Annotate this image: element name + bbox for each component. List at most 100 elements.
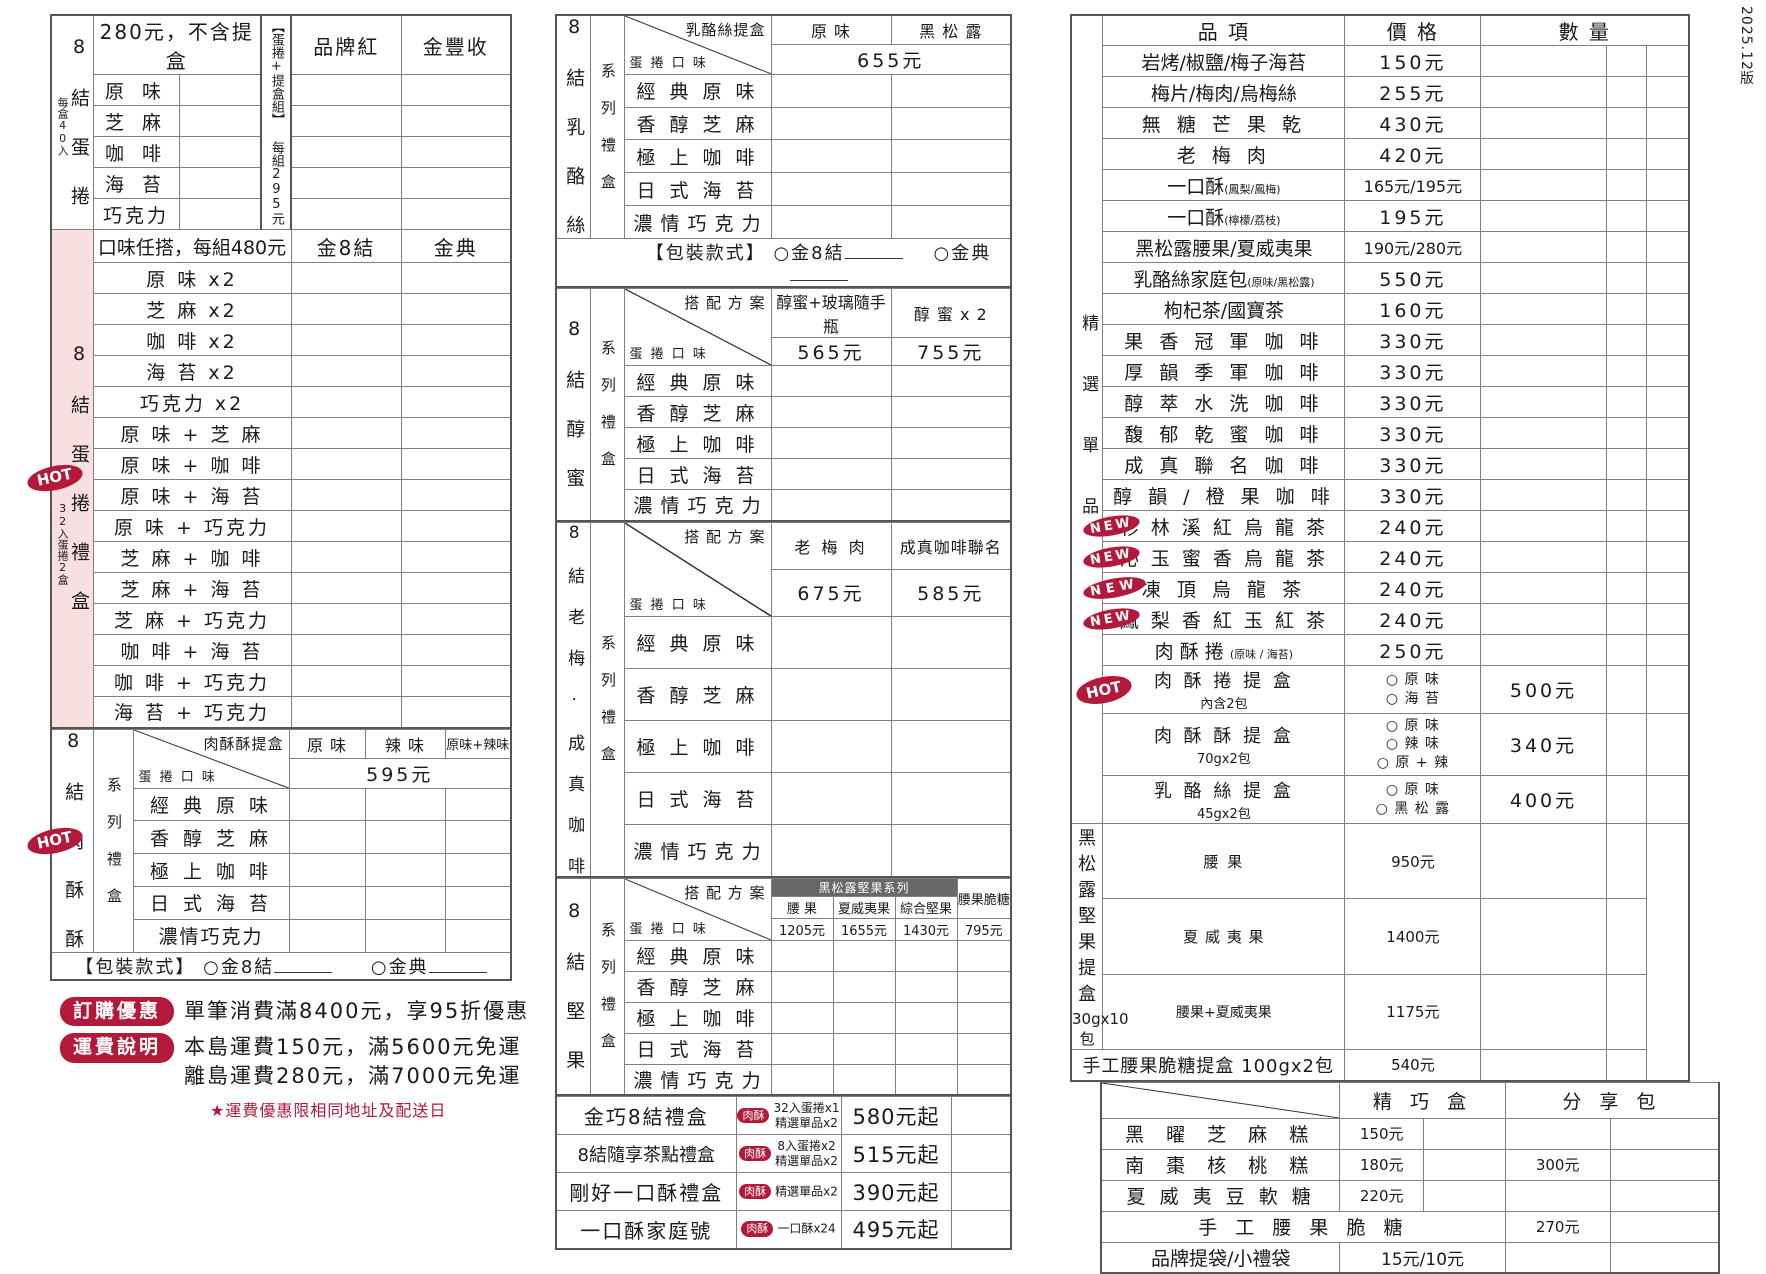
eggroll-gift-qty-11-b[interactable] <box>401 604 511 635</box>
opt-item-0-qty-b[interactable] <box>1646 666 1689 714</box>
item-18-qty-b[interactable] <box>1606 604 1646 635</box>
item-15-qty-c[interactable] <box>1646 511 1689 542</box>
plum-coffee-qty-0-b[interactable] <box>891 616 1011 668</box>
item-2-qty-a[interactable] <box>1481 108 1606 139</box>
item-12-qty-a[interactable] <box>1481 418 1606 449</box>
opt-item-0-option-0[interactable]: ○ 原 味 <box>1345 671 1480 689</box>
opt-item-0-option-1[interactable]: ○ 海 苔 <box>1345 690 1480 708</box>
item-19-qty-b[interactable] <box>1606 635 1646 666</box>
nuts-qty-2-c[interactable] <box>895 1002 957 1033</box>
plum-coffee-qty-1-a[interactable] <box>771 668 891 720</box>
item-13-qty-c[interactable] <box>1646 449 1689 480</box>
honey-qty-1-b[interactable] <box>891 397 1011 428</box>
eggroll-plain-qty-2-a[interactable] <box>179 137 261 168</box>
nuts-qty-2-d[interactable] <box>957 1002 1011 1033</box>
item-11-qty-c[interactable] <box>1646 387 1689 418</box>
item-0-qty-a[interactable] <box>1481 46 1606 77</box>
item-11-qty-a[interactable] <box>1481 387 1606 418</box>
truffle-nut-qty-1-a[interactable] <box>1481 899 1606 974</box>
item-8-qty-a[interactable] <box>1481 294 1606 325</box>
opt-item-2-qty-b[interactable] <box>1646 776 1689 824</box>
opt-item-0-options[interactable]: ○ 原 味 ○ 海 苔 <box>1345 666 1481 714</box>
eggroll-gift-qty-14-a[interactable] <box>291 697 401 728</box>
eggroll-plain-qty-4-a[interactable] <box>179 199 261 230</box>
item-9-qty-c[interactable] <box>1646 325 1689 356</box>
pork-gift-package-opt1[interactable]: ○金8結 <box>203 957 274 978</box>
eggroll-gift-qty-11-a[interactable] <box>291 604 401 635</box>
eggroll-plain-qty-3-b[interactable] <box>291 168 401 199</box>
cake-row-2-qty1[interactable] <box>1424 1180 1506 1211</box>
item-19-qty-c[interactable] <box>1646 635 1689 666</box>
pork-gift-qty-2-c[interactable] <box>445 854 511 887</box>
set-box-0-qty[interactable] <box>951 1097 1011 1135</box>
set-box-2-qty[interactable] <box>951 1173 1011 1211</box>
item-13-qty-b[interactable] <box>1606 449 1646 480</box>
eggroll-gift-qty-7-b[interactable] <box>401 480 511 511</box>
plum-coffee-qty-3-a[interactable] <box>771 772 891 824</box>
item-15-qty-a[interactable] <box>1481 511 1606 542</box>
nuts-qty-4-b[interactable] <box>833 1064 895 1095</box>
eggroll-gift-qty-5-a[interactable] <box>291 418 401 449</box>
nuts-qty-3-d[interactable] <box>957 1033 1011 1064</box>
set-box-1-qty[interactable] <box>951 1135 1011 1173</box>
item-3-qty-b[interactable] <box>1606 139 1646 170</box>
cheese-package-blank1[interactable] <box>845 258 903 259</box>
cheese-package-blank2[interactable] <box>790 280 848 281</box>
item-16-qty-c[interactable] <box>1646 542 1689 573</box>
pork-gift-qty-1-b[interactable] <box>365 821 445 854</box>
nuts-qty-1-a[interactable] <box>771 971 833 1002</box>
nuts-qty-2-b[interactable] <box>833 1002 895 1033</box>
nuts-qty-1-c[interactable] <box>895 971 957 1002</box>
pork-gift-qty-4-a[interactable] <box>289 919 365 952</box>
item-8-qty-c[interactable] <box>1646 294 1689 325</box>
item-14-qty-b[interactable] <box>1606 480 1646 511</box>
eggroll-plain-qty-1-c[interactable] <box>401 106 511 137</box>
item-4-qty-b[interactable] <box>1606 170 1646 201</box>
item-18-qty-a[interactable] <box>1481 604 1606 635</box>
honey-qty-3-b[interactable] <box>891 459 1011 490</box>
eggroll-gift-qty-3-b[interactable] <box>401 356 511 387</box>
pork-gift-package-blank2[interactable] <box>429 972 487 973</box>
eggroll-gift-qty-8-b[interactable] <box>401 511 511 542</box>
opt-item-2-option-1[interactable]: ○ 黑 松 露 <box>1345 800 1480 818</box>
item-3-qty-a[interactable] <box>1481 139 1606 170</box>
eggroll-gift-qty-12-b[interactable] <box>401 635 511 666</box>
nuts-qty-0-d[interactable] <box>957 940 1011 971</box>
eggroll-gift-qty-12-a[interactable] <box>291 635 401 666</box>
pork-gift-qty-1-c[interactable] <box>445 821 511 854</box>
item-17-qty-c[interactable] <box>1646 573 1689 604</box>
item-12-qty-c[interactable] <box>1646 418 1689 449</box>
crisp-box-qty-b[interactable] <box>1606 1050 1646 1081</box>
eggroll-gift-qty-1-b[interactable] <box>401 294 511 325</box>
eggroll-plain-qty-4-c[interactable] <box>401 199 511 230</box>
cheese-qty-3-b[interactable] <box>891 173 1011 206</box>
pork-gift-package-opt2[interactable]: ○金典 <box>371 957 429 978</box>
item-17-qty-a[interactable] <box>1481 573 1606 604</box>
item-16-qty-a[interactable] <box>1481 542 1606 573</box>
cake-row-4-qty1[interactable] <box>1505 1242 1610 1273</box>
nuts-qty-3-a[interactable] <box>771 1033 833 1064</box>
opt-item-1-qty-a[interactable] <box>1606 714 1646 776</box>
plum-coffee-qty-0-a[interactable] <box>771 616 891 668</box>
opt-item-2-options[interactable]: ○ 原 味 ○ 黑 松 露 <box>1345 776 1481 824</box>
pork-gift-qty-2-a[interactable] <box>289 854 365 887</box>
plum-coffee-qty-1-b[interactable] <box>891 668 1011 720</box>
eggroll-plain-qty-3-a[interactable] <box>179 168 261 199</box>
nuts-qty-0-a[interactable] <box>771 940 833 971</box>
plum-coffee-qty-4-b[interactable] <box>891 824 1011 876</box>
item-12-qty-b[interactable] <box>1606 418 1646 449</box>
pork-gift-qty-3-c[interactable] <box>445 886 511 919</box>
nuts-qty-3-c[interactable] <box>895 1033 957 1064</box>
eggroll-gift-qty-2-a[interactable] <box>291 325 401 356</box>
cheese-package-opt2[interactable]: ○金典 <box>934 243 992 264</box>
truffle-nut-qty-0-a[interactable] <box>1481 824 1606 899</box>
item-9-qty-a[interactable] <box>1481 325 1606 356</box>
cake-row-0-qty1[interactable] <box>1424 1118 1506 1149</box>
item-1-qty-a[interactable] <box>1481 77 1606 108</box>
cheese-qty-4-b[interactable] <box>891 206 1011 239</box>
honey-qty-0-a[interactable] <box>771 366 891 397</box>
cake-row-4-qty2[interactable] <box>1610 1242 1719 1273</box>
eggroll-plain-qty-2-c[interactable] <box>401 137 511 168</box>
eggroll-gift-qty-10-a[interactable] <box>291 573 401 604</box>
truffle-nut-qty-2-b[interactable] <box>1606 974 1646 1049</box>
